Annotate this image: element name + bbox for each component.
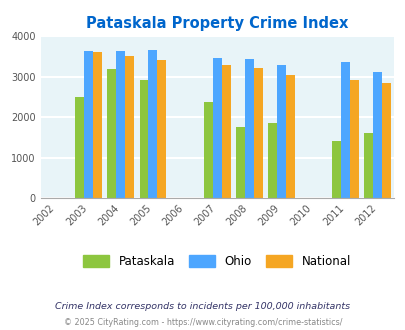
Bar — [107, 69, 116, 198]
Legend: Pataskala, Ohio, National: Pataskala, Ohio, National — [77, 249, 356, 274]
Bar — [203, 102, 212, 198]
Bar — [235, 127, 244, 198]
Bar — [93, 52, 102, 198]
Bar — [116, 51, 125, 198]
Bar — [349, 81, 358, 198]
Bar — [75, 97, 84, 198]
Title: Pataskala Property Crime Index: Pataskala Property Crime Index — [86, 16, 347, 31]
Bar — [212, 58, 221, 198]
Bar — [382, 83, 390, 198]
Bar — [253, 68, 262, 198]
Bar — [267, 123, 276, 198]
Bar — [331, 141, 340, 198]
Bar — [372, 72, 382, 198]
Bar — [363, 133, 372, 198]
Bar — [125, 56, 134, 198]
Bar — [157, 60, 166, 198]
Text: Crime Index corresponds to incidents per 100,000 inhabitants: Crime Index corresponds to incidents per… — [55, 302, 350, 311]
Bar — [148, 50, 157, 198]
Bar — [139, 80, 148, 198]
Bar — [221, 65, 230, 198]
Bar — [340, 62, 349, 198]
Bar — [276, 65, 285, 198]
Text: © 2025 CityRating.com - https://www.cityrating.com/crime-statistics/: © 2025 CityRating.com - https://www.city… — [64, 318, 341, 327]
Bar — [244, 59, 253, 198]
Bar — [285, 75, 294, 198]
Bar — [84, 51, 93, 198]
